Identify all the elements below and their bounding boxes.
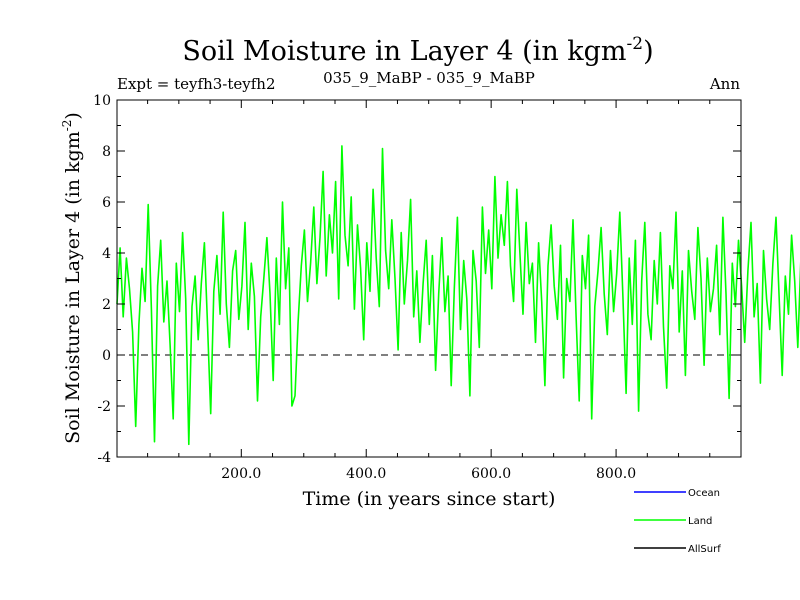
y-tick-label: -4	[97, 450, 111, 466]
series-line-land	[116, 145, 800, 446]
y-tick-label: -2	[97, 399, 111, 415]
x-tick-label: 800.0	[596, 466, 636, 482]
legend-label-allsurf: AllSurf	[688, 544, 721, 555]
y-tick-label: 0	[102, 348, 111, 364]
x-tick-label: 200.0	[221, 466, 261, 482]
y-axis-label: Soil Moisture in Layer 4 (in kgm-2)	[60, 112, 84, 444]
subtitle-center: 035_9_MaBP - 035_9_MaBP	[323, 69, 535, 87]
y-tick-label: 8	[102, 144, 111, 160]
x-tick-label: 400.0	[346, 466, 386, 482]
y-tick-label: 10	[93, 93, 111, 109]
y-tick-label: 2	[102, 297, 111, 313]
legend-label-ocean: Ocean	[688, 488, 720, 499]
subtitle-right: Ann	[709, 75, 740, 93]
y-tick-label: 6	[102, 195, 111, 211]
subtitle-left: Expt = teyfh3-teyfh2	[117, 75, 275, 93]
x-tick-label: 600.0	[471, 466, 511, 482]
legend-label-land: Land	[688, 516, 712, 527]
chart-title: Soil Moisture in Layer 4 (in kgm-2)	[182, 34, 653, 67]
x-axis-label: Time (in years since start)	[303, 488, 556, 510]
y-tick-label: 4	[102, 246, 111, 262]
